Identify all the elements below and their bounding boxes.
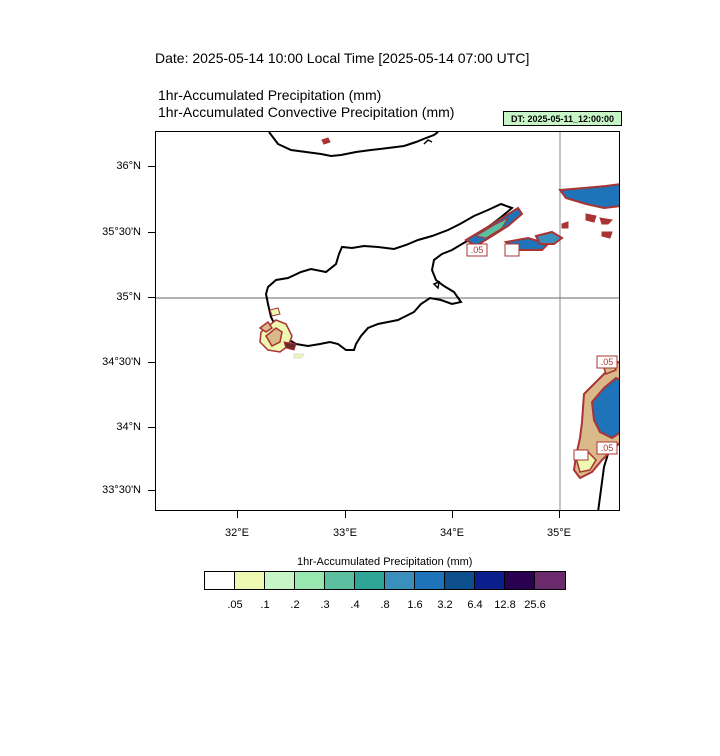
- colorbar-box: [355, 572, 385, 589]
- colorbar-label: .1: [260, 599, 270, 611]
- colorbar-label: .3: [320, 599, 330, 611]
- colorbar-label: .2: [290, 599, 300, 611]
- colorbar-label: 25.6: [524, 599, 546, 611]
- lon-tick: [559, 511, 560, 518]
- lat-label: 35°N: [116, 291, 141, 303]
- lat-label: 35°30'N: [102, 226, 141, 238]
- lat-tick: [148, 490, 155, 491]
- colorbar-box: [325, 572, 355, 589]
- contour-label: .05: [601, 357, 614, 367]
- colorbar-label: 6.4: [467, 599, 483, 611]
- colorbar-box: [235, 572, 265, 589]
- colorbar-box: [535, 572, 565, 589]
- lat-tick: [148, 232, 155, 233]
- turkey-coastline: [268, 132, 439, 158]
- colorbar-box: [205, 572, 235, 589]
- colorbar: [204, 571, 566, 590]
- lat-tick: [148, 362, 155, 363]
- map-panel: .05 .05 .05: [155, 131, 620, 511]
- colorbar-box: [445, 572, 475, 589]
- colorbar-title: 1hr-Accumulated Precipitation (mm): [297, 556, 473, 568]
- map-canvas: .05 .05 .05: [156, 132, 619, 510]
- colorbar-label: .4: [350, 599, 360, 611]
- lon-tick: [237, 511, 238, 518]
- date-line: Date: 2025-05-14 10:00 Local Time [2025-…: [155, 50, 530, 66]
- colorbar-box: [385, 572, 415, 589]
- colorbar-label: 12.8: [494, 599, 516, 611]
- dt-badge: DT: 2025-05-11_12:00:00: [503, 111, 622, 126]
- precip-northeast-band: [321, 137, 619, 251]
- lat-label: 34°30'N: [102, 356, 141, 368]
- precip-west-patch: [258, 307, 305, 359]
- colorbar-label: 1.6: [407, 599, 423, 611]
- lon-label: 33°E: [333, 527, 357, 539]
- lon-tick: [452, 511, 453, 518]
- colorbar-box: [265, 572, 295, 589]
- lat-tick: [148, 427, 155, 428]
- lat-label: 36°N: [116, 160, 141, 172]
- colorbar-label: 3.2: [437, 599, 453, 611]
- lat-label: 33°30'N: [102, 484, 141, 496]
- colorbar-label: .8: [380, 599, 390, 611]
- colorbar-box: [415, 572, 445, 589]
- colorbar-box: [505, 572, 535, 589]
- cyprus-coastline: [264, 202, 514, 351]
- lon-label: 32°E: [225, 527, 249, 539]
- lat-tick: [148, 297, 155, 298]
- title-convective-precipitation: 1hr-Accumulated Convective Precipitation…: [158, 104, 455, 120]
- contour-labels: .05 .05 .05: [466, 243, 618, 461]
- colorbar-label: .05: [227, 599, 243, 611]
- lon-label: 35°E: [547, 527, 571, 539]
- lat-label: 34°N: [116, 421, 141, 433]
- contour-label: .05: [471, 245, 484, 255]
- colorbar-box: [295, 572, 325, 589]
- lat-tick: [148, 166, 155, 167]
- colorbar-box: [475, 572, 505, 589]
- contour-label: .05: [601, 443, 614, 453]
- lon-label: 34°E: [440, 527, 464, 539]
- lon-tick: [345, 511, 346, 518]
- title-precipitation: 1hr-Accumulated Precipitation (mm): [158, 87, 382, 103]
